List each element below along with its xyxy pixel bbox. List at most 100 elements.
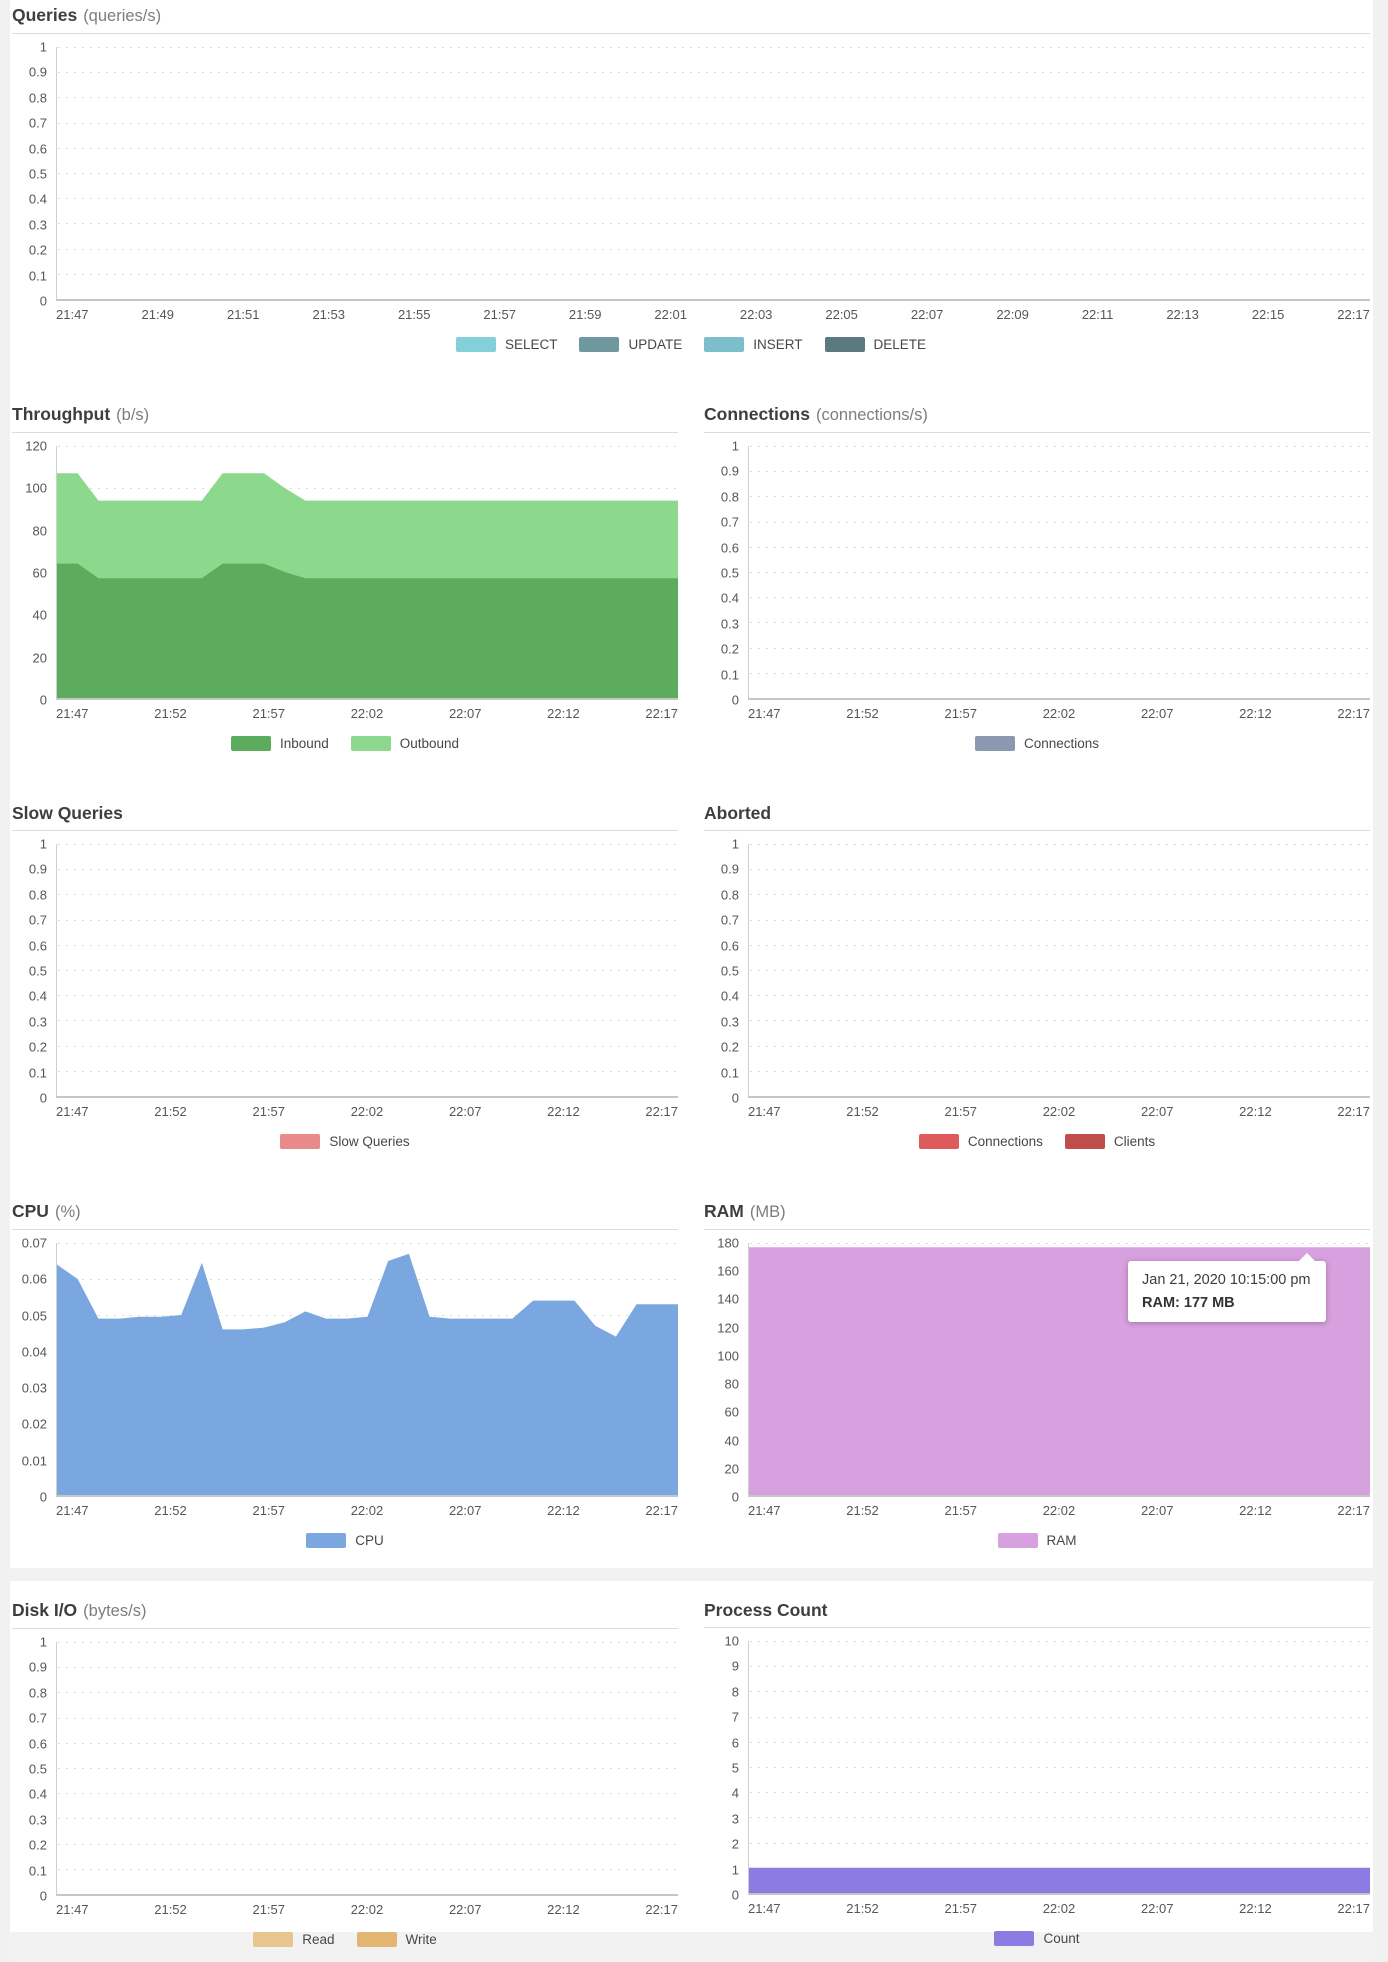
y-tick-label: 0.4: [28, 1786, 47, 1802]
plot-area[interactable]: [748, 844, 1370, 1098]
y-tick-label: 0.03: [21, 1380, 47, 1396]
gridline: [58, 944, 678, 946]
legend-label: Outbound: [399, 736, 460, 751]
y-axis: 1 0.9 0.8 0.7 0.6 0.5 0.4 0.3 0.2 0.1 0: [12, 837, 56, 1106]
legend-swatch: [356, 1932, 397, 1947]
y-tick-label: 100: [25, 480, 47, 496]
legend-item[interactable]: Count: [994, 1931, 1080, 1946]
y-tick-label: 60: [724, 1404, 739, 1420]
plot-area[interactable]: [56, 844, 678, 1098]
y-tick-label: 0: [39, 1489, 47, 1505]
x-tick-label: 21:47: [56, 307, 89, 322]
legend-swatch: [997, 1533, 1038, 1548]
y-tick-label: 1: [39, 1634, 47, 1650]
legend: Slow Queries: [12, 1134, 678, 1149]
plot-area[interactable]: Jan 21, 2020 10:15:00 pm RAM: 177 MB: [748, 1243, 1370, 1497]
legend-item[interactable]: RAM: [997, 1533, 1077, 1548]
legend-item[interactable]: Connections: [918, 1134, 1043, 1149]
title-underline: [704, 830, 1370, 831]
legend-item[interactable]: Inbound: [230, 736, 329, 751]
legend-label: INSERT: [753, 337, 803, 352]
x-tick-label: 22:09: [996, 307, 1029, 322]
x-tick-label: 22:07: [448, 706, 482, 721]
row-slowqueries-aborted: Slow Queries 1 0.9 0.8 0.7 0.6 0.5 0.4 0.3 0.2 0.…: [12, 803, 1370, 1149]
x-tick-label: 22:17: [1337, 1901, 1370, 1916]
legend-label: Clients: [1113, 1134, 1156, 1149]
legend-item[interactable]: UPDATE: [579, 337, 682, 352]
x-tick-label: 21:59: [568, 307, 602, 322]
x-tick-label: 22:12: [547, 706, 580, 721]
gridline: [750, 546, 1370, 548]
legend-swatch: [230, 736, 271, 751]
y-tick-label: 0.4: [720, 988, 739, 1004]
legend-item[interactable]: SELECT: [455, 337, 557, 352]
plot-area[interactable]: [748, 446, 1370, 700]
row-queries: Queries (queries/s) 1 0.9 0.8 0.7 0.6 0.5 0.4 0…: [12, 5, 1370, 352]
x-tick-label: 21:47: [748, 1104, 781, 1119]
gridline: [750, 944, 1370, 946]
legend-item[interactable]: Outbound: [350, 736, 460, 751]
legend-label: CPU: [355, 1533, 384, 1548]
gridline: [58, 1818, 678, 1820]
y-axis: 120 100 80 60 40 20 0: [12, 439, 56, 708]
plot-area[interactable]: [56, 1243, 678, 1497]
legend-item[interactable]: INSERT: [704, 337, 803, 352]
section-divider: [0, 1568, 1388, 1581]
x-tick-label: 21:52: [846, 706, 879, 721]
chart-unit: (connections/s): [815, 406, 928, 424]
gridline: [58, 1020, 678, 1022]
chart-header: Slow Queries: [12, 803, 678, 823]
y-tick-label: 0.1: [720, 667, 739, 683]
legend-item[interactable]: Connections: [974, 736, 1099, 751]
legend-label: UPDATE: [628, 337, 683, 352]
title-underline: [704, 432, 1370, 433]
chart-unit: (%): [54, 1203, 81, 1221]
y-tick-label: 180: [717, 1235, 739, 1251]
legend-item[interactable]: DELETE: [824, 337, 926, 352]
gridline: [58, 1768, 678, 1769]
chart-header: Throughput (b/s): [12, 404, 678, 425]
chart-header: Connections (connections/s): [704, 404, 1370, 425]
title-underline: [12, 432, 678, 433]
x-tick-label: 21:52: [154, 1902, 187, 1917]
chart-header: Process Count: [704, 1600, 1370, 1620]
legend-label: Connections: [967, 1134, 1043, 1149]
y-tick-label: 0.02: [21, 1416, 47, 1432]
y-tick-label: 0: [731, 1887, 739, 1903]
plot-area[interactable]: [56, 47, 1370, 301]
legend-item[interactable]: Slow Queries: [280, 1134, 410, 1149]
x-tick-label: 22:07: [448, 1104, 482, 1119]
y-tick-label: 0.2: [28, 1039, 47, 1055]
y-tick-label: 20: [724, 1461, 739, 1477]
legend-item[interactable]: Write: [356, 1932, 437, 1947]
y-tick-label: 0.5: [28, 963, 47, 979]
x-tick-label: 21:47: [56, 1104, 89, 1119]
x-tick-label: 22:12: [1239, 1901, 1272, 1916]
legend: Connections: [704, 736, 1370, 751]
legend-swatch: [350, 736, 391, 751]
plot-area[interactable]: [56, 1642, 678, 1896]
plot-area[interactable]: [748, 1641, 1370, 1895]
legend-item[interactable]: CPU: [306, 1533, 384, 1548]
y-tick-label: 0: [731, 1090, 739, 1106]
y-tick-label: 4: [731, 1785, 739, 1801]
x-tick-label: 21:52: [846, 1901, 879, 1916]
y-tick-label: 0.05: [21, 1308, 47, 1324]
chart-title: Throughput: [12, 404, 111, 424]
gridline: [58, 147, 1370, 149]
tooltip-value: RAM: 177 MB: [1142, 1295, 1235, 1311]
y-tick-label: 140: [717, 1291, 739, 1307]
y-tick-label: 0.5: [28, 1761, 47, 1777]
y-tick-label: 0.6: [720, 938, 739, 954]
x-tick-label: 22:17: [645, 1503, 678, 1518]
y-tick-label: 0: [39, 692, 47, 708]
x-tick-label: 21:52: [846, 1104, 879, 1119]
y-tick-label: 0.6: [720, 540, 739, 556]
legend-item[interactable]: Clients: [1064, 1134, 1156, 1149]
x-tick-label: 21:47: [748, 706, 781, 721]
gridline: [750, 521, 1370, 523]
legend-item[interactable]: Read: [253, 1932, 335, 1947]
plot-area[interactable]: [56, 446, 678, 700]
gridline: [58, 1279, 678, 1280]
